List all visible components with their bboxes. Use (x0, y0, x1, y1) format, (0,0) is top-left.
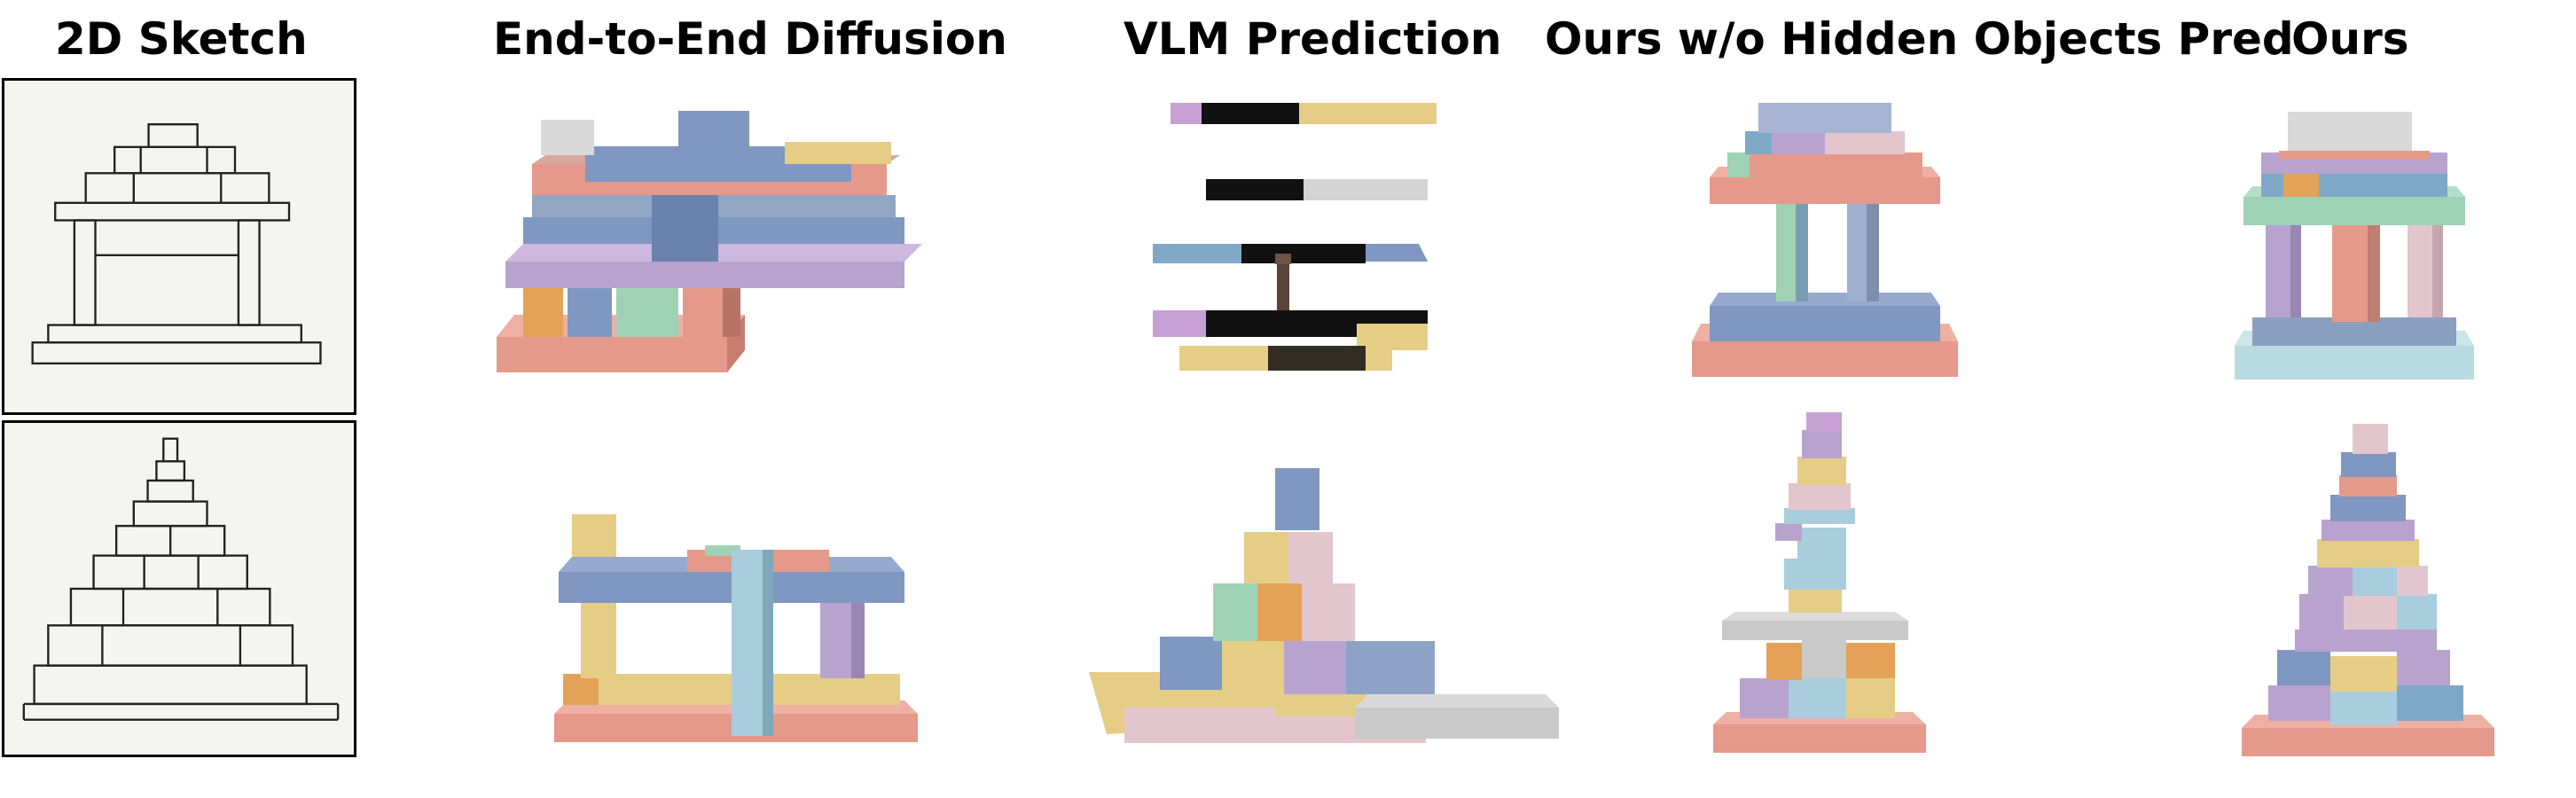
header-ours-without-hidden-objects: Ours w/o Hidden Objects Pred (1545, 13, 2294, 65)
header-end-to-end-diffusion: End-to-End Diffusion (493, 13, 1007, 65)
header-ours: Ours (2291, 13, 2409, 65)
render-e2e-row2 (554, 514, 918, 758)
render-ours-wo-row1 (1692, 98, 1958, 399)
pyramid-sketch-drawing (22, 437, 340, 721)
render-ours-row1 (2235, 105, 2474, 406)
sketch-panel-pyramid (2, 420, 356, 757)
render-ours-wo-row2 (1713, 412, 1926, 767)
render-e2e-row1 (497, 111, 958, 412)
render-ours-row2 (2242, 424, 2494, 774)
render-vlm-row1 (1135, 98, 1463, 390)
header-vlm-prediction: VLM Prediction (1124, 13, 1502, 65)
render-vlm-row2 (1089, 468, 1559, 770)
sketch-panel-temple (2, 78, 356, 415)
temple-sketch-drawing (31, 123, 322, 365)
header-2d-sketch: 2D Sketch (55, 13, 308, 65)
